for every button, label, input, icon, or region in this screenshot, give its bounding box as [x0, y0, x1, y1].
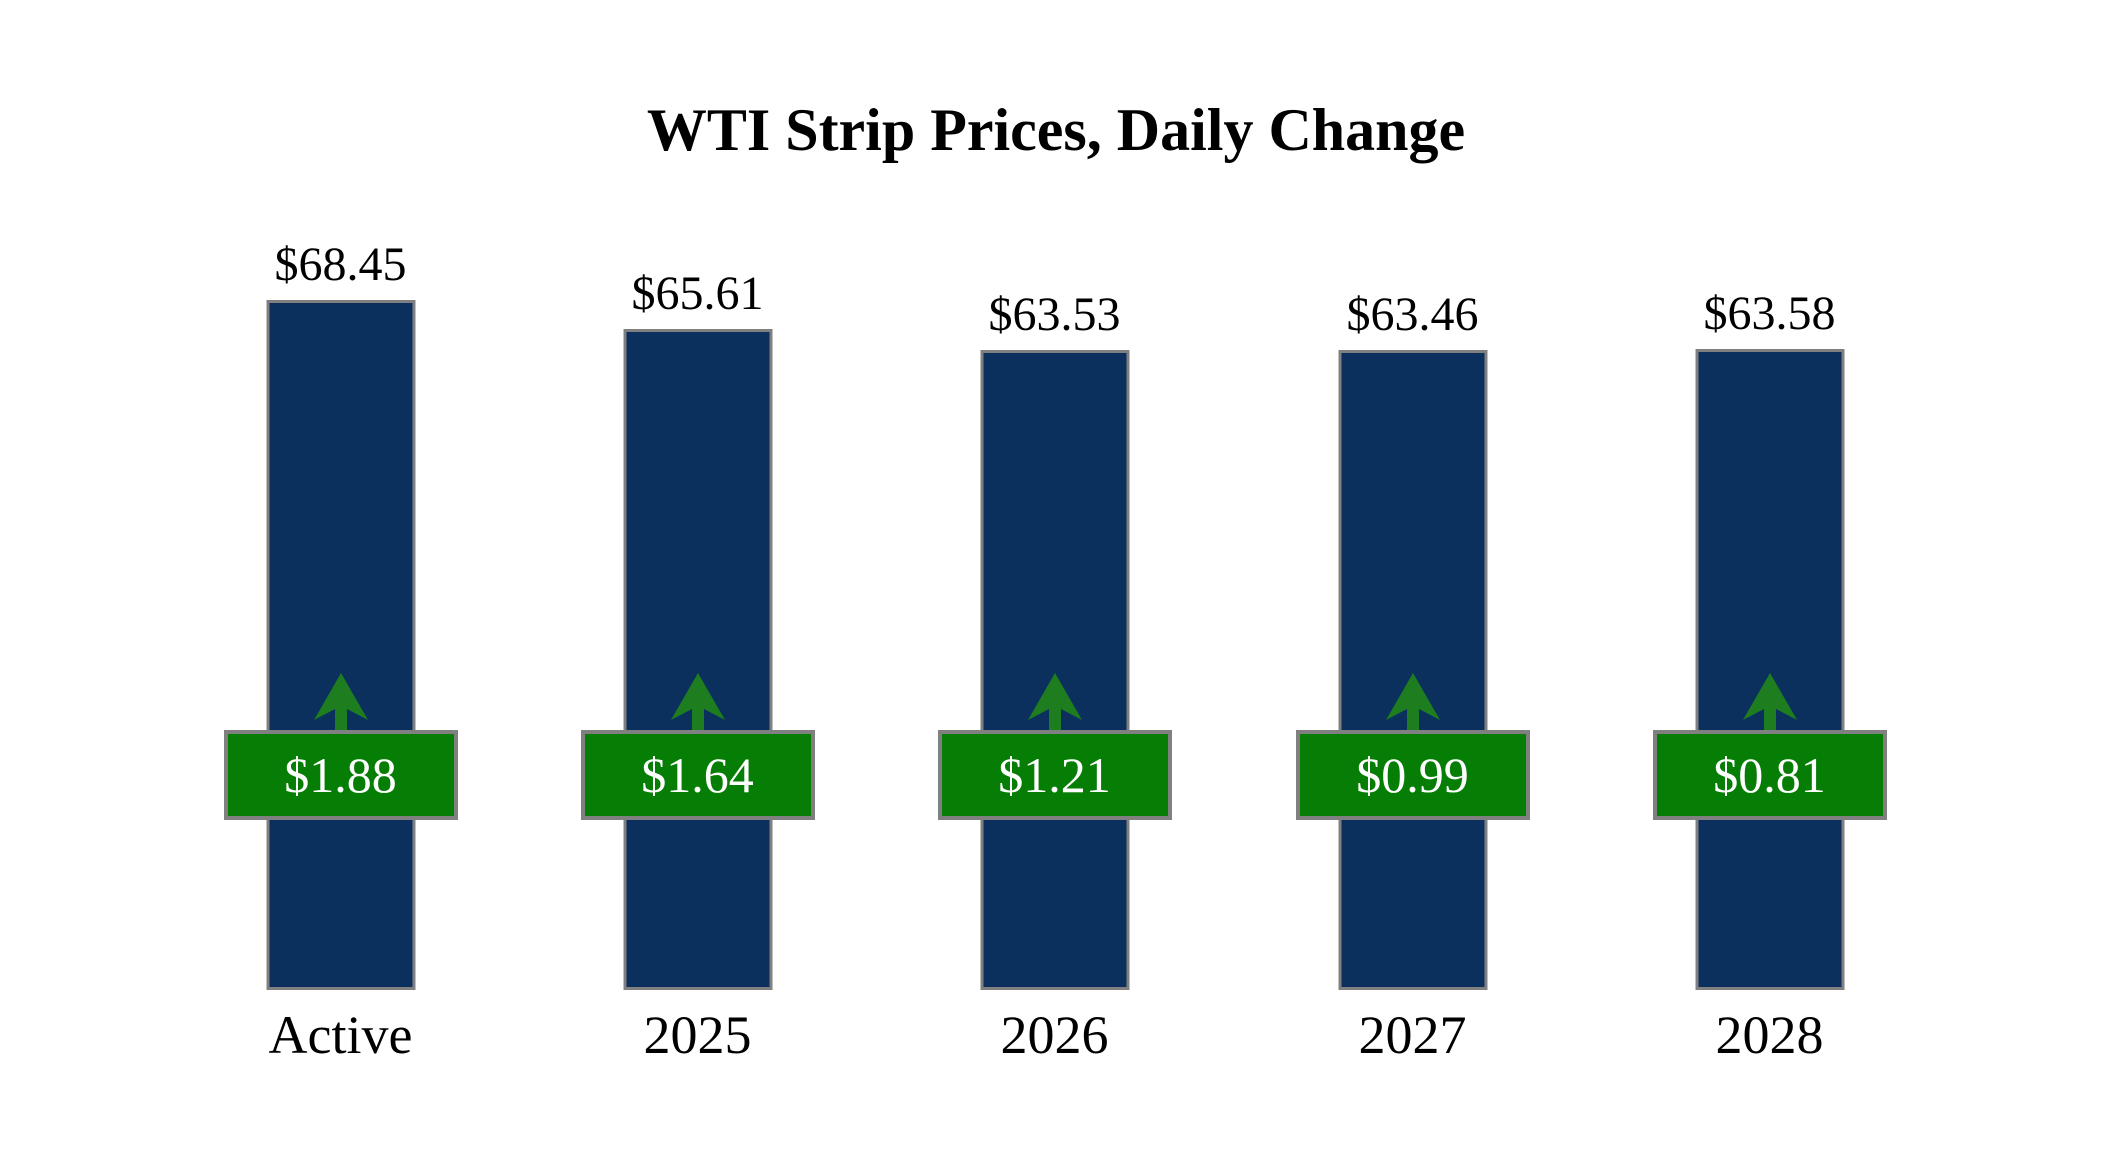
change-badge-label: $1.88: [284, 747, 397, 803]
bar-group-2026: $63.53 $1.21 2026: [876, 0, 1233, 1152]
up-arrow-icon: [1385, 673, 1440, 731]
bar-value-label: $65.61: [631, 266, 764, 320]
change-badge-label: $1.64: [641, 747, 754, 803]
bar-value-label: $63.58: [1703, 286, 1836, 340]
up-arrow-icon: [670, 673, 725, 731]
price-bar: [980, 350, 1129, 990]
category-label: 2028: [1715, 1005, 1824, 1065]
change-badge: $0.99: [1295, 730, 1530, 820]
up-arrow-icon: [1027, 673, 1082, 731]
change-badge: $1.88: [223, 730, 458, 820]
bar-group-2025: $65.61 $1.64 2025: [519, 0, 876, 1152]
bar-value-label: $63.46: [1346, 287, 1479, 341]
category-label: 2027: [1358, 1005, 1467, 1065]
price-bar: [266, 300, 415, 990]
change-badge: $1.21: [937, 730, 1172, 820]
bar-value-label: $63.53: [988, 287, 1121, 341]
category-label: 2025: [643, 1005, 752, 1065]
bar-group-2027: $63.46 $0.99 2027: [1234, 0, 1591, 1152]
change-badge-label: $1.21: [998, 747, 1111, 803]
category-label: 2026: [1000, 1005, 1109, 1065]
change-badge: $0.81: [1652, 730, 1887, 820]
change-badge-label: $0.81: [1713, 747, 1826, 803]
up-arrow-icon: [1742, 673, 1797, 731]
price-bar: [1695, 349, 1844, 990]
up-arrow-icon: [313, 673, 368, 731]
category-label: Active: [268, 1005, 413, 1065]
change-badge: $1.64: [580, 730, 815, 820]
price-bar: [1338, 350, 1487, 990]
bar-group-active: $68.45 $1.88 Active: [162, 0, 519, 1152]
chart-title: WTI Strip Prices, Daily Change: [646, 97, 1466, 163]
change-badge-label: $0.99: [1356, 747, 1469, 803]
bar-value-label: $68.45: [274, 237, 407, 291]
bar-group-2028: $63.58 $0.81 2028: [1591, 0, 1948, 1152]
price-bar: [623, 329, 772, 990]
